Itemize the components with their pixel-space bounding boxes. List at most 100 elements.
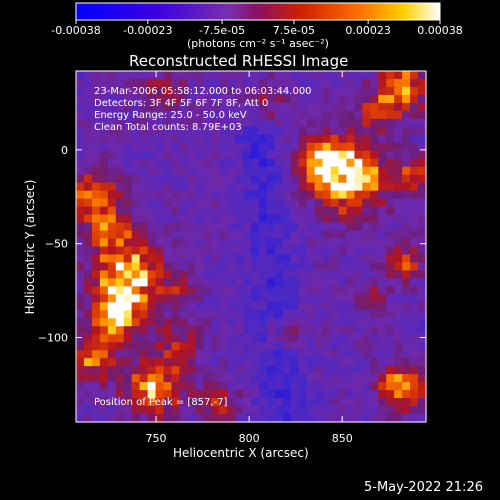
heatmap-cell (298, 398, 308, 407)
heatmap-cell (171, 398, 180, 407)
heatmap-cell (107, 278, 117, 287)
heatmap-cell (346, 86, 355, 96)
heatmap-cell (418, 158, 427, 168)
heatmap-cell (115, 326, 125, 335)
heatmap-cell (147, 71, 157, 80)
heatmap-cell (338, 270, 348, 280)
heatmap-cell (115, 286, 125, 295)
heatmap-cell (147, 270, 157, 280)
heatmap-cell (203, 71, 212, 80)
heatmap-cell (99, 126, 109, 136)
heatmap-cell (290, 78, 300, 88)
heatmap-cell (338, 246, 348, 256)
heatmap-cell (219, 406, 228, 415)
heatmap-cell (314, 334, 324, 343)
heatmap-cell (99, 366, 109, 375)
heatmap-cell (346, 174, 355, 184)
heatmap-cell (115, 302, 125, 311)
heatmap-cell (298, 414, 308, 423)
heatmap-cell (354, 414, 363, 423)
heatmap-cell (274, 278, 284, 287)
heatmap-cell (76, 246, 85, 256)
heatmap-cell (163, 71, 173, 80)
heatmap-cell (370, 302, 379, 311)
heatmap-cell (258, 414, 268, 423)
heatmap-cell (147, 246, 157, 256)
heatmap-cell (187, 382, 196, 391)
heatmap-cell (402, 294, 411, 303)
heatmap-cell (290, 214, 300, 224)
heatmap-cell (171, 342, 180, 351)
heatmap-cell (187, 126, 196, 136)
heatmap-cell (91, 190, 101, 200)
heatmap-cell (203, 198, 212, 208)
heatmap-cell (203, 222, 212, 232)
heatmap-cell (163, 270, 173, 280)
heatmap-cell (227, 102, 236, 112)
heatmap-cell (298, 246, 308, 256)
heatmap-cell (123, 374, 133, 383)
heatmap-cell (298, 294, 308, 303)
heatmap-cell (362, 86, 371, 96)
heatmap-cell (115, 182, 125, 192)
heatmap-cell (107, 358, 117, 367)
heatmap-cell (338, 294, 348, 303)
heatmap-cell (187, 286, 196, 295)
heatmap-cell (195, 382, 204, 391)
heatmap-cell (155, 270, 165, 280)
heatmap-cell (99, 102, 109, 112)
heatmap-cell (314, 326, 324, 335)
heatmap-cell (76, 254, 85, 264)
heatmap-cell (362, 286, 371, 295)
heatmap-cell (243, 230, 252, 240)
heatmap-cell (290, 222, 300, 232)
heatmap-cell (362, 262, 371, 272)
heatmap-cell (195, 398, 204, 407)
heatmap-cell (314, 382, 324, 391)
heatmap-cell (203, 174, 212, 184)
heatmap-cell (107, 126, 117, 136)
heatmap-cell (91, 270, 101, 280)
heatmap-cell (266, 262, 276, 272)
heatmap-cell (107, 150, 117, 160)
heatmap-cell (266, 278, 276, 287)
heatmap-cell (370, 406, 379, 415)
heatmap-cell (354, 86, 363, 96)
heatmap-cell (330, 254, 340, 264)
heatmap-cell (227, 94, 236, 104)
heatmap-cell (290, 350, 300, 359)
heatmap-cell (274, 350, 284, 359)
heatmap-cell (91, 198, 101, 208)
heatmap-cell (274, 78, 284, 88)
heatmap-cell (370, 318, 379, 327)
heatmap-cell (195, 262, 204, 272)
heatmap-cell (362, 294, 371, 303)
heatmap-cell (346, 102, 355, 112)
heatmap-cell (251, 318, 260, 327)
heatmap-cell (330, 262, 340, 272)
heatmap-cell (322, 230, 332, 240)
heatmap-cell (378, 398, 387, 407)
heatmap-cell (219, 278, 228, 287)
heatmap-cell (91, 238, 101, 248)
heatmap-cell (187, 110, 196, 120)
heatmap-cell (410, 214, 419, 224)
heatmap-cell (274, 126, 284, 136)
heatmap-cell (171, 334, 180, 343)
heatmap-cell (330, 278, 340, 287)
heatmap-cell (131, 414, 141, 423)
heatmap-cell (115, 110, 125, 120)
heatmap-cell (274, 134, 284, 144)
heatmap-cell (123, 406, 133, 415)
heatmap-cell (418, 134, 427, 144)
heatmap-cell (171, 214, 180, 224)
heatmap-cell (83, 342, 93, 351)
heatmap-cell (76, 318, 85, 327)
colorbar (75, 2, 441, 21)
heatmap-cell (322, 102, 332, 112)
annotation-detectors: Detectors: 3F 4F 5F 6F 7F 8F, Att 0 (94, 98, 269, 109)
heatmap-cell (187, 198, 196, 208)
heatmap-cell (266, 214, 276, 224)
heatmap-cell (418, 310, 427, 319)
heatmap-cell (282, 398, 292, 407)
